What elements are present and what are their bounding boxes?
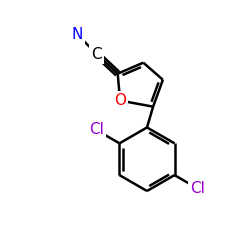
Text: O: O bbox=[114, 93, 126, 108]
Text: Cl: Cl bbox=[190, 181, 205, 196]
Text: Cl: Cl bbox=[89, 122, 104, 138]
Text: N: N bbox=[72, 27, 83, 42]
Text: C: C bbox=[92, 46, 102, 62]
